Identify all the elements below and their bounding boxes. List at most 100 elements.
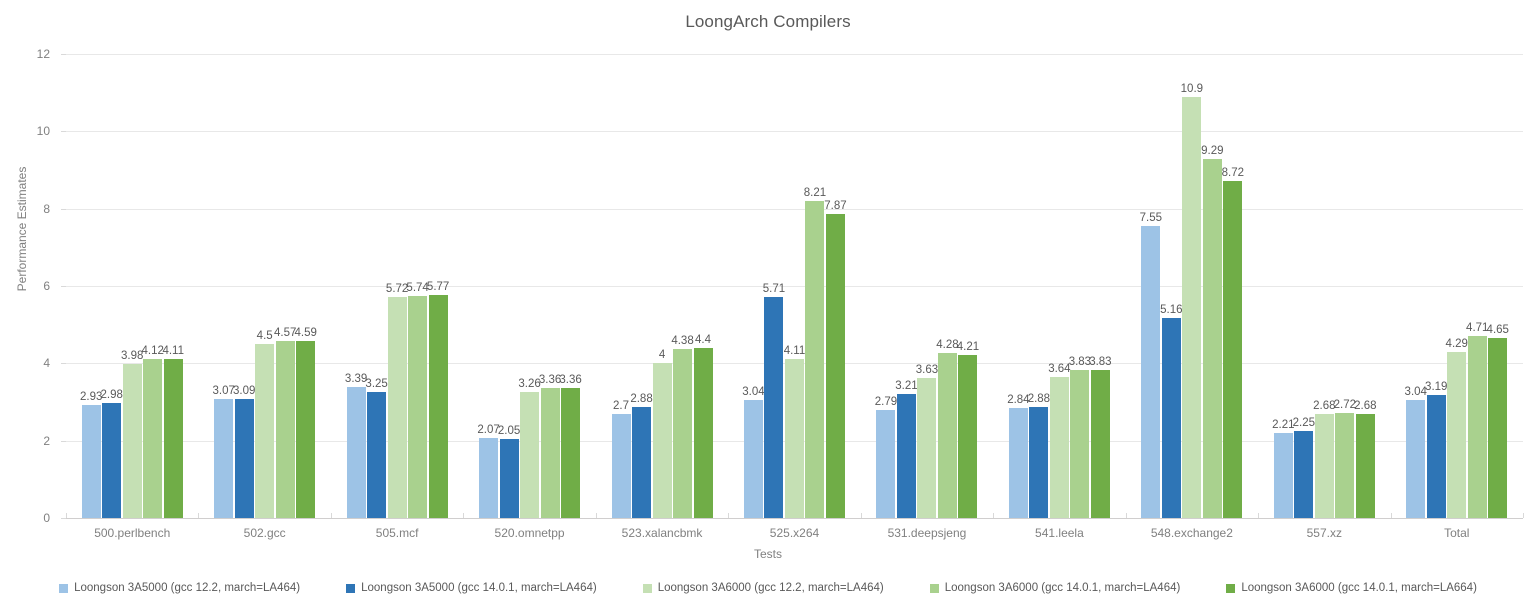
bar[interactable] bbox=[1029, 406, 1049, 518]
x-tick-label: Total bbox=[1444, 526, 1470, 540]
bar[interactable] bbox=[102, 402, 122, 518]
bar[interactable] bbox=[743, 400, 763, 518]
bar[interactable] bbox=[1049, 377, 1069, 518]
bar[interactable] bbox=[1426, 394, 1446, 518]
bar[interactable] bbox=[693, 347, 713, 518]
bar[interactable] bbox=[673, 348, 693, 518]
bar[interactable] bbox=[1294, 431, 1314, 518]
bar[interactable] bbox=[1008, 408, 1028, 518]
y-tick-mark bbox=[61, 363, 66, 365]
bar[interactable] bbox=[81, 404, 101, 518]
bar[interactable] bbox=[958, 355, 978, 518]
bar[interactable] bbox=[784, 359, 804, 518]
bar[interactable] bbox=[408, 296, 428, 518]
bar-value-label: 5.72 bbox=[385, 282, 409, 295]
x-tick-mark bbox=[860, 513, 862, 518]
x-tick-label: 523.xalancbmk bbox=[621, 526, 703, 540]
bar[interactable] bbox=[1355, 414, 1375, 518]
bar[interactable] bbox=[214, 399, 234, 518]
bar[interactable] bbox=[1202, 158, 1222, 518]
bar[interactable] bbox=[540, 388, 560, 518]
bar[interactable] bbox=[1406, 400, 1426, 518]
x-tick-mark bbox=[463, 513, 465, 518]
bar-value-label: 4.5 bbox=[256, 330, 273, 342]
bar[interactable] bbox=[611, 413, 631, 518]
bar[interactable] bbox=[876, 410, 896, 518]
bar[interactable] bbox=[499, 438, 519, 518]
bar[interactable] bbox=[275, 341, 295, 518]
bar[interactable] bbox=[479, 437, 499, 518]
x-tick-mark bbox=[728, 513, 730, 518]
bar[interactable] bbox=[387, 296, 407, 518]
legend-item[interactable]: Loongson 3A6000 (gcc 12.2, march=LA464) bbox=[642, 582, 884, 594]
bar[interactable] bbox=[346, 386, 366, 518]
bar[interactable] bbox=[652, 363, 672, 518]
bar[interactable] bbox=[1223, 180, 1243, 518]
bar[interactable] bbox=[764, 297, 784, 518]
bar-group: 2.21 2.25 2.68 2.72 2.68 bbox=[1258, 54, 1390, 518]
bar-value-label: 4.11 bbox=[783, 345, 806, 358]
bar[interactable] bbox=[917, 377, 937, 518]
legend-label: Loongson 3A6000 (gcc 14.0.1, march=LA664… bbox=[1241, 582, 1477, 594]
legend-swatch-icon bbox=[346, 583, 356, 593]
bar[interactable] bbox=[1447, 352, 1467, 518]
bar[interactable] bbox=[1488, 338, 1508, 518]
bar[interactable] bbox=[1161, 318, 1181, 518]
bar[interactable] bbox=[255, 344, 275, 518]
legend-item[interactable]: Loongson 3A6000 (gcc 14.0.1, march=LA464… bbox=[929, 582, 1180, 594]
gridline bbox=[66, 208, 1523, 210]
legend-item[interactable]: Loongson 3A6000 (gcc 14.0.1, march=LA664… bbox=[1226, 582, 1477, 594]
bar[interactable] bbox=[825, 213, 845, 518]
bar[interactable] bbox=[1335, 412, 1355, 518]
bar-value-label: 4.4 bbox=[695, 333, 712, 346]
bar[interactable] bbox=[632, 406, 652, 518]
bar[interactable] bbox=[561, 388, 581, 518]
bar[interactable] bbox=[896, 393, 916, 518]
bar[interactable] bbox=[234, 398, 254, 518]
bar[interactable] bbox=[428, 294, 448, 518]
legend-item[interactable]: Loongson 3A5000 (gcc 12.2, march=LA464) bbox=[59, 582, 300, 594]
bar[interactable] bbox=[1070, 369, 1090, 518]
bar-value-label: 2.21 bbox=[1272, 418, 1295, 431]
bar-group: 2.79 3.21 3.63 4.28 4.21 bbox=[861, 54, 993, 518]
bar-value-label: 3.83 bbox=[1089, 355, 1112, 368]
y-tick-label: 4 bbox=[43, 356, 50, 371]
bar-value-label: 2.68 bbox=[1354, 400, 1377, 413]
bar[interactable] bbox=[143, 358, 163, 518]
bar-group: 3.04 3.19 4.29 4.71 4.65 bbox=[1391, 54, 1523, 518]
bar[interactable] bbox=[937, 352, 957, 518]
bar-value-label: 3.21 bbox=[895, 379, 918, 392]
bar-value-label: 5.74 bbox=[406, 282, 429, 295]
bar[interactable] bbox=[1314, 414, 1334, 518]
bar-value-label: 2.7 bbox=[613, 399, 630, 412]
bar-value-label: 8.21 bbox=[803, 186, 827, 199]
x-axis-title: Tests bbox=[753, 547, 782, 561]
bar[interactable] bbox=[805, 200, 825, 518]
y-tick-label: 8 bbox=[43, 201, 50, 216]
bar[interactable] bbox=[1090, 369, 1110, 518]
bar-value-label: 4.59 bbox=[294, 326, 317, 339]
bar[interactable] bbox=[1273, 432, 1293, 518]
bar[interactable] bbox=[122, 364, 142, 518]
bar-value-label: 2.72 bbox=[1333, 398, 1356, 411]
bar[interactable] bbox=[1182, 96, 1202, 518]
bar-value-label: 2.05 bbox=[497, 424, 521, 437]
bar[interactable] bbox=[296, 340, 316, 518]
y-tick-label: 12 bbox=[36, 47, 50, 61]
bar-value-label: 2.88 bbox=[1027, 392, 1051, 405]
x-tick-mark bbox=[595, 513, 597, 518]
bar-value-label: 2.25 bbox=[1292, 417, 1315, 429]
bar-value-label: 2.79 bbox=[874, 396, 898, 409]
bar-value-label: 2.68 bbox=[1313, 400, 1336, 413]
bar-value-label: 3.07 bbox=[212, 385, 235, 398]
x-tick-label: 525.x264 bbox=[769, 526, 820, 540]
bar[interactable] bbox=[520, 391, 540, 518]
legend-item[interactable]: Loongson 3A5000 (gcc 14.0.1, march=LA464… bbox=[346, 582, 597, 594]
bar[interactable] bbox=[367, 392, 387, 518]
chart-legend: Loongson 3A5000 (gcc 12.2, march=LA464) L… bbox=[0, 582, 1536, 594]
bar[interactable] bbox=[1141, 226, 1161, 518]
bar[interactable] bbox=[1467, 335, 1487, 518]
bar[interactable] bbox=[163, 359, 183, 518]
bar-group: 3.39 3.25 5.72 5.74 5.77 bbox=[331, 54, 463, 518]
